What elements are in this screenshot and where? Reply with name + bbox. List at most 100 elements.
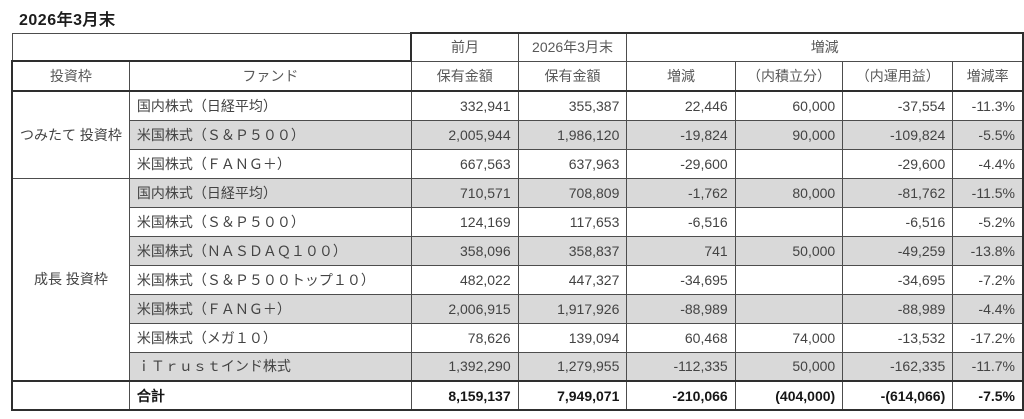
rate-cell: -11.5% <box>952 177 1024 208</box>
fund-row: 米国株式（Ｓ＆Ｐ５００） 124,169 117,653 -6,516 -6,5… <box>12 206 1024 237</box>
fund-row: 米国株式（ＦＡＮＧ＋） 2,006,915 1,917,926 -88,989 … <box>12 293 1024 324</box>
fund-name-cell: 米国株式（ＦＡＮＧ＋） <box>128 293 412 324</box>
total-cur-amount-cell: 7,949,071 <box>517 380 628 411</box>
col-header-frame: 投資枠 <box>10 60 130 92</box>
gain-cell: -109,824 <box>842 119 954 150</box>
fund-name-cell: 米国株式（ＮＡＳＤＡＱ１００） <box>128 235 412 266</box>
col-header-prev-month: 前月 <box>410 32 519 62</box>
change-cell: -88,989 <box>626 293 736 324</box>
contrib-cell <box>734 293 844 324</box>
fund-name-cell: 国内株式（日経平均） <box>128 177 412 208</box>
change-cell: -1,762 <box>626 177 736 208</box>
gain-cell: -88,989 <box>842 293 954 324</box>
fund-name-cell: 米国株式（Ｓ＆Ｐ５００） <box>128 119 412 150</box>
change-cell: 741 <box>626 235 736 266</box>
col-header-change: 増減 <box>626 60 736 92</box>
frame-label-tsumitate: つみたて 投資枠 <box>10 90 130 179</box>
total-rate-cell: -7.5% <box>952 380 1024 411</box>
contrib-cell: 74,000 <box>734 322 844 353</box>
cur-amount-cell: 358,837 <box>517 235 628 266</box>
change-cell: -29,600 <box>626 148 736 179</box>
fund-name-cell: 米国株式（ＦＡＮＧ＋） <box>128 148 412 179</box>
prev-amount-cell: 482,022 <box>410 264 519 295</box>
rate-cell: -4.4% <box>952 148 1024 179</box>
fund-name-cell: 米国株式（Ｓ＆Ｐ５００トップ１０） <box>128 264 412 295</box>
total-row: 合計 8,159,137 7,949,071 -210,066 (404,000… <box>10 380 1024 411</box>
frame-label-growth: 成長 投資枠 <box>10 177 130 382</box>
fund-name-cell: 米国株式（メガ１０） <box>128 322 412 353</box>
fund-name-cell: 米国株式（Ｓ＆Ｐ５００） <box>128 206 412 237</box>
gain-cell: -49,259 <box>842 235 954 266</box>
col-header-contrib: （内積立分） <box>734 60 844 92</box>
rate-cell: -17.2% <box>952 322 1024 353</box>
fund-row: 米国株式（ＦＡＮＧ＋） 667,563 637,963 -29,600 -29,… <box>12 148 1024 179</box>
contrib-cell <box>734 148 844 179</box>
rate-cell: -11.7% <box>952 351 1024 382</box>
fund-row: つみたて 投資枠 国内株式（日経平均） 332,941 355,387 22,4… <box>10 90 1024 179</box>
fund-row: 成長 投資枠 国内株式（日経平均） 710,571 708,809 -1,762… <box>10 177 1024 382</box>
col-header-gain: （内運用益） <box>842 60 954 92</box>
prev-amount-cell: 78,626 <box>410 322 519 353</box>
fund-row: 米国株式（Ｓ＆Ｐ５００） 2,005,944 1,986,120 -19,824… <box>12 119 1024 150</box>
prev-amount-cell: 710,571 <box>410 177 519 208</box>
page-title: 2026年3月末 <box>19 12 116 29</box>
total-contrib-cell: (404,000) <box>734 380 844 411</box>
col-header-rate: 増減率 <box>952 60 1024 92</box>
prev-amount-cell: 124,169 <box>410 206 519 237</box>
prev-amount-cell: 2,006,915 <box>410 293 519 324</box>
cur-amount-cell: 1,986,120 <box>517 119 628 150</box>
cur-amount-cell: 637,963 <box>517 148 628 179</box>
fund-name-cell: 国内株式（日経平均） <box>128 90 412 121</box>
change-cell: -6,516 <box>626 206 736 237</box>
cur-amount-cell: 139,094 <box>517 322 628 353</box>
fund-row: ｉＴｒｕｓｔインド株式 1,392,290 1,279,955 -112,335… <box>12 351 1024 382</box>
contrib-cell: 60,000 <box>734 90 844 121</box>
prev-amount-cell: 2,005,944 <box>410 119 519 150</box>
investment-summary-table: 前月 2026年3月末 増減 投資枠 ファンド 保有金額 保有金額 増減 （内積… <box>10 32 1024 411</box>
prev-amount-cell: 1,392,290 <box>410 351 519 382</box>
contrib-cell: 50,000 <box>734 351 844 382</box>
gain-cell: -81,762 <box>842 177 954 208</box>
change-cell: 22,446 <box>626 90 736 121</box>
gain-cell: -162,335 <box>842 351 954 382</box>
gain-cell: -34,695 <box>842 264 954 295</box>
fund-row: 米国株式（メガ１０） 78,626 139,094 60,468 74,000 … <box>12 322 1024 353</box>
cur-amount-cell: 1,279,955 <box>517 351 628 382</box>
col-header-prev-amount: 保有金額 <box>410 60 519 92</box>
contrib-cell: 80,000 <box>734 177 844 208</box>
col-header-fund: ファンド <box>128 60 412 92</box>
cur-amount-cell: 447,327 <box>517 264 628 295</box>
gain-cell: -13,532 <box>842 322 954 353</box>
cur-amount-cell: 1,917,926 <box>517 293 628 324</box>
col-header-current-month: 2026年3月末 <box>517 32 628 62</box>
change-cell: 60,468 <box>626 322 736 353</box>
rate-cell: -4.4% <box>952 293 1024 324</box>
total-gain-cell: -(614,066) <box>842 380 954 411</box>
col-header-cur-amount: 保有金額 <box>517 60 628 92</box>
total-prev-amount-cell: 8,159,137 <box>410 380 519 411</box>
rate-cell: -5.2% <box>952 206 1024 237</box>
contrib-cell <box>734 264 844 295</box>
cur-amount-cell: 355,387 <box>517 90 628 121</box>
fund-name-cell: ｉＴｒｕｓｔインド株式 <box>128 351 412 382</box>
contrib-cell <box>734 206 844 237</box>
contrib-cell: 90,000 <box>734 119 844 150</box>
rate-cell: -13.8% <box>952 235 1024 266</box>
rate-cell: -7.2% <box>952 264 1024 295</box>
contrib-cell: 50,000 <box>734 235 844 266</box>
prev-amount-cell: 358,096 <box>410 235 519 266</box>
prev-amount-cell: 332,941 <box>410 90 519 121</box>
gain-cell: -29,600 <box>842 148 954 179</box>
cur-amount-cell: 117,653 <box>517 206 628 237</box>
header-top-spacer <box>11 32 412 62</box>
fund-row: 米国株式（Ｓ＆Ｐ５００トップ１０） 482,022 447,327 -34,69… <box>12 264 1024 295</box>
change-cell: -19,824 <box>626 119 736 150</box>
total-frame-spacer <box>10 380 130 411</box>
gain-cell: -37,554 <box>842 90 954 121</box>
header-row-sub: 投資枠 ファンド 保有金額 保有金額 増減 （内積立分） （内運用益） 増減率 <box>10 60 1024 92</box>
total-label-cell: 合計 <box>128 380 412 411</box>
fund-row: 米国株式（ＮＡＳＤＡＱ１００） 358,096 358,837 741 50,0… <box>12 235 1024 266</box>
gain-cell: -6,516 <box>842 206 954 237</box>
rate-cell: -5.5% <box>952 119 1024 150</box>
